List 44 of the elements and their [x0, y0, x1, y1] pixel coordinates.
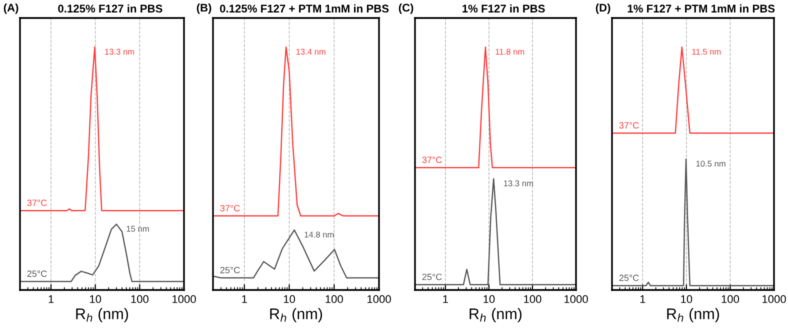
x-tick-label: 100	[131, 295, 148, 304]
series-label: 37°C	[422, 156, 442, 164]
x-axis-title: R$_{h}$ (nm)	[76, 308, 128, 322]
x-tick-label: 100	[326, 295, 343, 304]
annotation: 11.5 nm	[692, 48, 721, 55]
chart-title: 0.125% F127 + PTM 1mM in PBS	[220, 4, 389, 13]
series-label: 25°C	[619, 274, 639, 282]
x-axis-title: R$_{h}$ (nm)	[667, 308, 720, 322]
annotation: 11.8 nm	[496, 48, 524, 55]
annotation: 15 nm	[126, 226, 149, 232]
x-tick-label: 1000	[564, 295, 588, 304]
x-tick-label: 1000	[172, 295, 196, 304]
x-tick-label: 1000	[762, 295, 786, 304]
x-tick-label: 1	[48, 295, 54, 303]
series-label: 37°C	[619, 122, 639, 129]
series-label: 25°C	[422, 274, 442, 280]
x-tick-label: 100	[722, 295, 740, 304]
annotation: 13.3 nm	[504, 180, 533, 186]
annotation: 13.4 nm	[296, 48, 326, 55]
annotation: 14.8 nm	[304, 232, 334, 238]
x-tick-label: 10	[284, 295, 295, 304]
text: (C)	[398, 3, 414, 14]
annotation: 10.5 nm	[696, 160, 726, 167]
x-tick-label: 1	[640, 295, 646, 303]
x-axis-title: R$_{h}$ (nm)	[470, 308, 522, 322]
x-tick-label: 1000	[367, 295, 391, 304]
text: (A)	[4, 3, 18, 14]
chart-title: 1% F127 in PBS	[462, 4, 545, 13]
text: (B)	[196, 3, 212, 14]
series-label: 37°C	[220, 204, 240, 212]
text: (D)	[596, 3, 610, 14]
x-tick-label: 1	[242, 295, 247, 303]
x-tick-label: 10	[484, 295, 495, 304]
series-label: 25°C	[220, 266, 240, 274]
chart-title: 0.125% F127 in PBS	[58, 4, 162, 13]
x-tick-label: 1	[443, 295, 448, 303]
x-tick-label: 10	[90, 295, 102, 304]
x-tick-label: 10	[681, 295, 692, 304]
x-axis-title: R$_{h}$ (nm)	[270, 308, 322, 322]
series-label: 25°C	[27, 270, 47, 277]
chart-title: 1% F127 + PTM 1mM in PBS	[628, 4, 775, 13]
x-tick-label: 100	[524, 295, 542, 304]
annotation: 13.3 nm	[105, 48, 134, 55]
series-label: 37°C	[27, 200, 47, 206]
